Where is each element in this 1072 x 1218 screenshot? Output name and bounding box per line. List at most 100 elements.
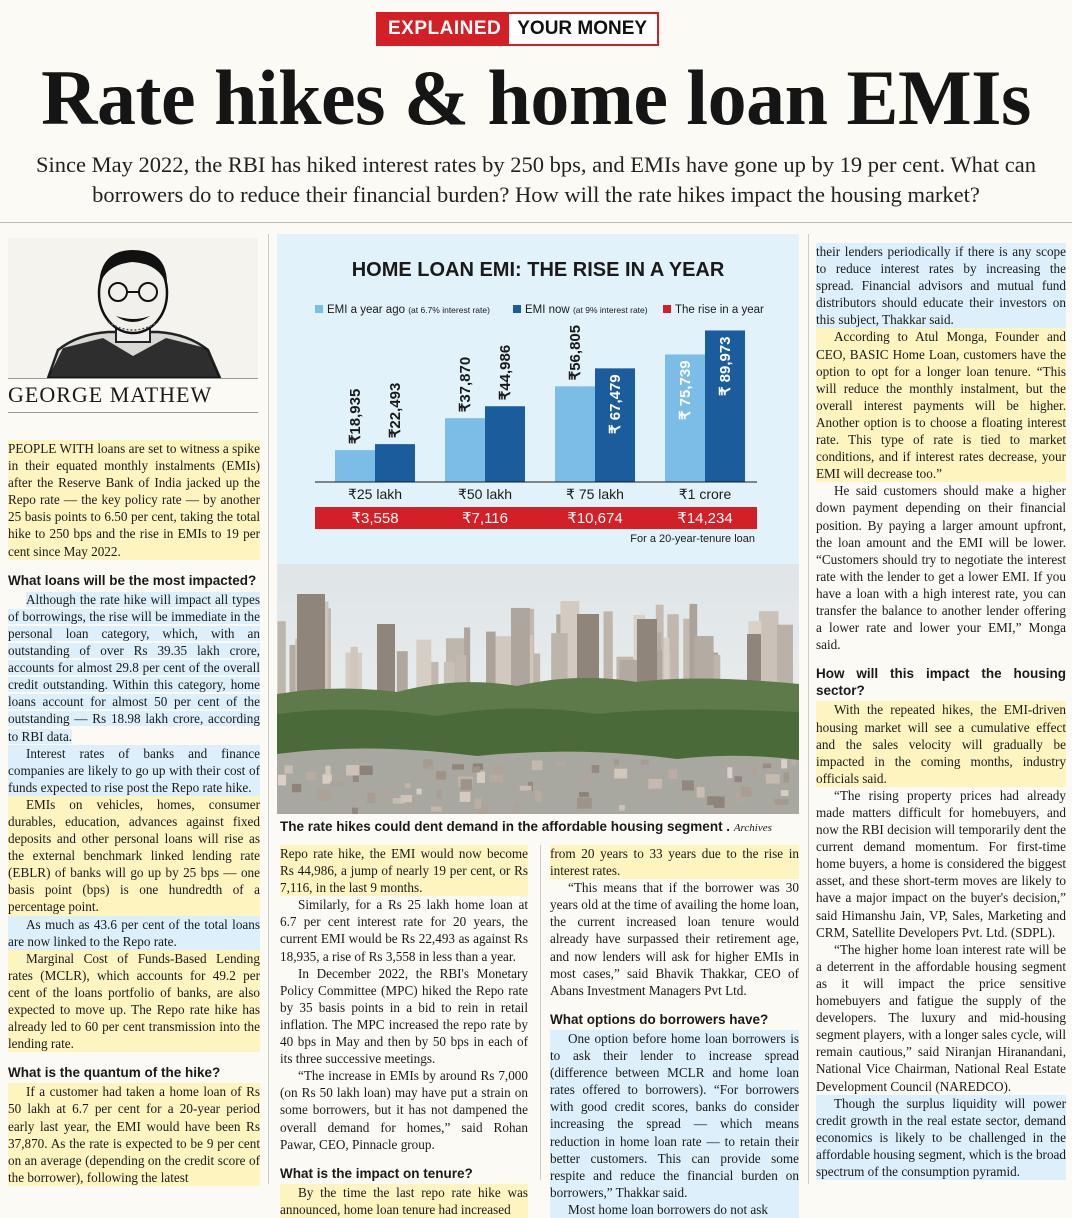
chart-bar	[555, 386, 595, 482]
building-shape	[277, 621, 286, 705]
column-divider	[540, 845, 541, 1180]
chart-bar	[375, 444, 415, 482]
paragraph: EMIs on vehicles, homes, consumer durabl…	[8, 795, 260, 916]
chart-bar	[595, 368, 635, 482]
bar-value-label: ₹ 67,479	[607, 374, 624, 434]
house-shape	[614, 768, 628, 779]
house-shape	[284, 765, 293, 774]
building-shape	[667, 614, 679, 710]
house-shape	[591, 764, 600, 773]
house-shape	[580, 776, 593, 781]
kicker-explained: EXPLAINED	[378, 14, 510, 44]
column-divider	[808, 234, 809, 1184]
paragraph: “This means that if the borrower was 30 …	[550, 880, 799, 998]
building-shape	[510, 607, 530, 709]
house-shape	[346, 764, 360, 776]
house-shape	[436, 789, 443, 799]
house-shape	[648, 778, 663, 789]
building-shape	[603, 611, 613, 714]
house-shape	[577, 797, 592, 809]
rise-value-label: ₹3,558	[351, 510, 398, 527]
caption-text: The rate hikes could dent demand in the …	[280, 819, 731, 834]
house-shape	[306, 771, 317, 781]
house-shape	[727, 767, 733, 779]
house-shape	[475, 804, 488, 814]
paragraph: By the time the last repo rate hike was …	[280, 1183, 528, 1218]
bar-value-label: ₹ 89,973	[717, 336, 734, 396]
house-shape	[404, 783, 411, 789]
legend-label: EMI a year ago (at 6.7% interest rate)	[327, 304, 490, 316]
subhead-tenure: What is the impact on tenure?	[280, 1165, 473, 1181]
house-shape	[682, 808, 689, 814]
paragraph: Marginal Cost of Funds-Based Lending rat…	[8, 949, 260, 1053]
house-shape	[322, 774, 332, 784]
bar-value-label: ₹18,935	[347, 389, 364, 444]
building-shape	[464, 627, 471, 709]
byline: GEORGE MATHEW	[8, 378, 258, 413]
house-shape	[359, 765, 373, 776]
paragraph: Repo rate hike, the EMI would now become…	[280, 845, 528, 897]
bar-value-label: ₹ 75,739	[677, 360, 694, 420]
bar-value-label: ₹22,493	[387, 383, 404, 438]
house-shape	[406, 798, 414, 807]
house-shape	[774, 798, 789, 805]
house-shape	[751, 767, 758, 776]
house-shape	[535, 790, 542, 802]
house-shape	[734, 776, 742, 783]
paragraph: “The rising property prices had already …	[816, 787, 1066, 940]
house-shape	[681, 780, 694, 791]
legend-swatch-now	[513, 305, 521, 313]
paragraph: One option before home loan borrowers is…	[550, 1029, 799, 1201]
subhead-housing-sector: How will this impact the housing sector?	[816, 666, 1066, 699]
chart-bar	[335, 450, 375, 482]
paragraph: Though the surplus liquidity will power …	[816, 1094, 1066, 1181]
category-label: ₹1 crore	[679, 486, 732, 502]
category-label: ₹ 75 lakh	[566, 486, 624, 502]
house-shape	[713, 796, 725, 808]
paragraph: “The higher home loan interest rate will…	[816, 941, 1066, 1094]
house-shape	[741, 786, 752, 797]
house-shape	[452, 764, 464, 770]
house-shape	[291, 783, 302, 793]
house-shape	[514, 802, 521, 811]
cityscape-image	[277, 564, 799, 814]
chart-bar	[665, 354, 705, 482]
rise-value-label: ₹14,234	[677, 510, 732, 527]
house-shape	[783, 772, 790, 783]
paragraph: In December 2022, the RBI's Monetary Pol…	[280, 965, 528, 1067]
paragraph: He said customers should make a higher d…	[816, 483, 1066, 653]
headline: Rate hikes & home loan EMIs	[41, 54, 1031, 141]
house-shape	[791, 759, 797, 766]
author-portrait	[8, 238, 258, 380]
paragraph: Most home loan borrowers do not ask	[550, 1200, 799, 1218]
deck: Since May 2022, the RBI has hiked intere…	[36, 152, 1036, 207]
building-shape	[350, 646, 358, 714]
chart-legend: EMI a year ago (at 6.7% interest rate) E…	[315, 304, 764, 316]
house-shape	[762, 763, 772, 769]
category-label: ₹25 lakh	[348, 486, 402, 502]
house-shape	[765, 774, 780, 784]
house-shape	[471, 766, 481, 773]
article-column-2: Repo rate hike, the EMI would now become…	[280, 845, 528, 1218]
house-shape	[780, 790, 789, 797]
paragraph: from 20 years to 33 years due to the ris…	[550, 845, 799, 880]
house-shape	[707, 796, 720, 806]
house-shape	[352, 775, 359, 783]
rise-value-label: ₹10,674	[567, 510, 622, 527]
subhead-loans-impacted: What loans will be the most impacted?	[8, 572, 257, 588]
caption-credit: Archives	[733, 822, 772, 834]
header-rule	[0, 222, 1072, 223]
article-column-4: their lenders periodically if there is a…	[816, 243, 1066, 1181]
house-shape	[460, 779, 473, 791]
house-shape	[519, 785, 532, 791]
legend-swatch-rise	[663, 305, 671, 313]
chart-bar	[485, 406, 525, 482]
house-shape	[641, 759, 649, 765]
house-shape	[392, 798, 405, 804]
article-column-3: from 20 years to 33 years due to the ris…	[550, 845, 799, 1218]
house-shape	[400, 795, 412, 803]
paragraph: their lenders periodically if there is a…	[816, 243, 1066, 329]
house-shape	[474, 798, 482, 809]
category-label: ₹50 lakh	[458, 486, 512, 502]
house-shape	[579, 792, 589, 797]
